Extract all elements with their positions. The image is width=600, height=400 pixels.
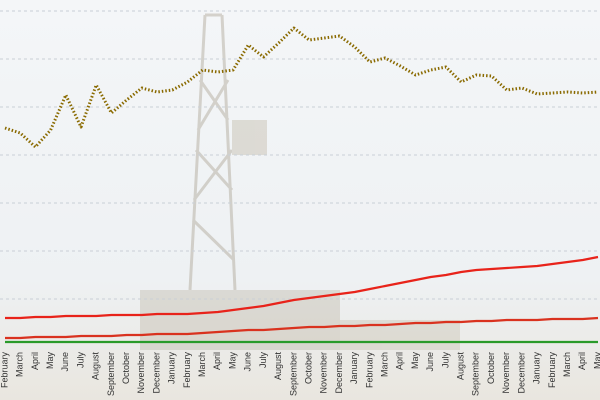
x-tick-label: April (30, 352, 40, 370)
x-tick-label: June (60, 352, 70, 372)
x-tick-label: December (334, 352, 344, 394)
x-tick-label: June (425, 352, 435, 372)
x-tick-label: January (532, 352, 542, 385)
x-tick-label: September (288, 352, 298, 396)
x-tick-label: March (562, 352, 572, 377)
x-tick-label: October (303, 352, 313, 384)
x-tick-label: June (243, 352, 253, 372)
x-tick-label: February (364, 352, 374, 389)
x-tick-label: February (547, 352, 557, 389)
x-tick-label: September (471, 352, 481, 396)
x-tick-label: July (440, 352, 450, 369)
line-series (5, 255, 599, 320)
x-tick-label: November (501, 352, 511, 394)
x-tick-label: February (182, 352, 192, 389)
x-tick-label: April (212, 352, 222, 370)
x-tick-label: March (380, 352, 390, 377)
x-tick-label: November (136, 352, 146, 394)
x-tick-label: April (395, 352, 405, 370)
x-tick-label: September (106, 352, 116, 396)
x-tick-label: July (258, 352, 268, 369)
x-tick-label: February (0, 352, 9, 389)
x-tick-label: March (197, 352, 207, 377)
x-tick-label: May (592, 352, 600, 370)
x-tick-label: December (516, 352, 526, 394)
x-tick-label: May (227, 352, 237, 370)
x-tick-label: October (121, 352, 131, 384)
x-axis: February March April May June July August Septe… (0, 352, 600, 397)
x-tick-label: May (410, 352, 420, 370)
x-tick-label: July (75, 352, 85, 369)
x-tick-label: May (45, 352, 55, 370)
x-tick-label: August (273, 352, 283, 381)
line-series (4, 26, 599, 149)
lines (4, 26, 599, 344)
x-tick-label: December (151, 352, 161, 394)
x-tick-label: March (15, 352, 25, 377)
x-tick-label: January (349, 352, 359, 385)
x-tick-label: January (167, 352, 177, 385)
x-tick-label: November (319, 352, 329, 394)
line-series (5, 316, 599, 340)
x-tick-label: August (91, 352, 101, 381)
x-tick-label: August (456, 352, 466, 381)
x-tick-label: October (486, 352, 496, 384)
x-tick-label: April (577, 352, 587, 370)
